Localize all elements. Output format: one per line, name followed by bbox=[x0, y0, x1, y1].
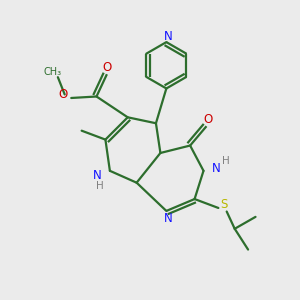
Text: N: N bbox=[164, 212, 172, 225]
Text: H: H bbox=[97, 181, 104, 191]
Text: O: O bbox=[203, 113, 213, 126]
Text: N: N bbox=[93, 169, 102, 182]
Text: O: O bbox=[102, 61, 112, 74]
Text: N: N bbox=[212, 162, 220, 175]
Text: N: N bbox=[164, 30, 172, 43]
Text: H: H bbox=[222, 156, 230, 166]
Text: S: S bbox=[220, 199, 228, 212]
Text: O: O bbox=[58, 88, 68, 101]
Text: CH₃: CH₃ bbox=[44, 67, 62, 77]
